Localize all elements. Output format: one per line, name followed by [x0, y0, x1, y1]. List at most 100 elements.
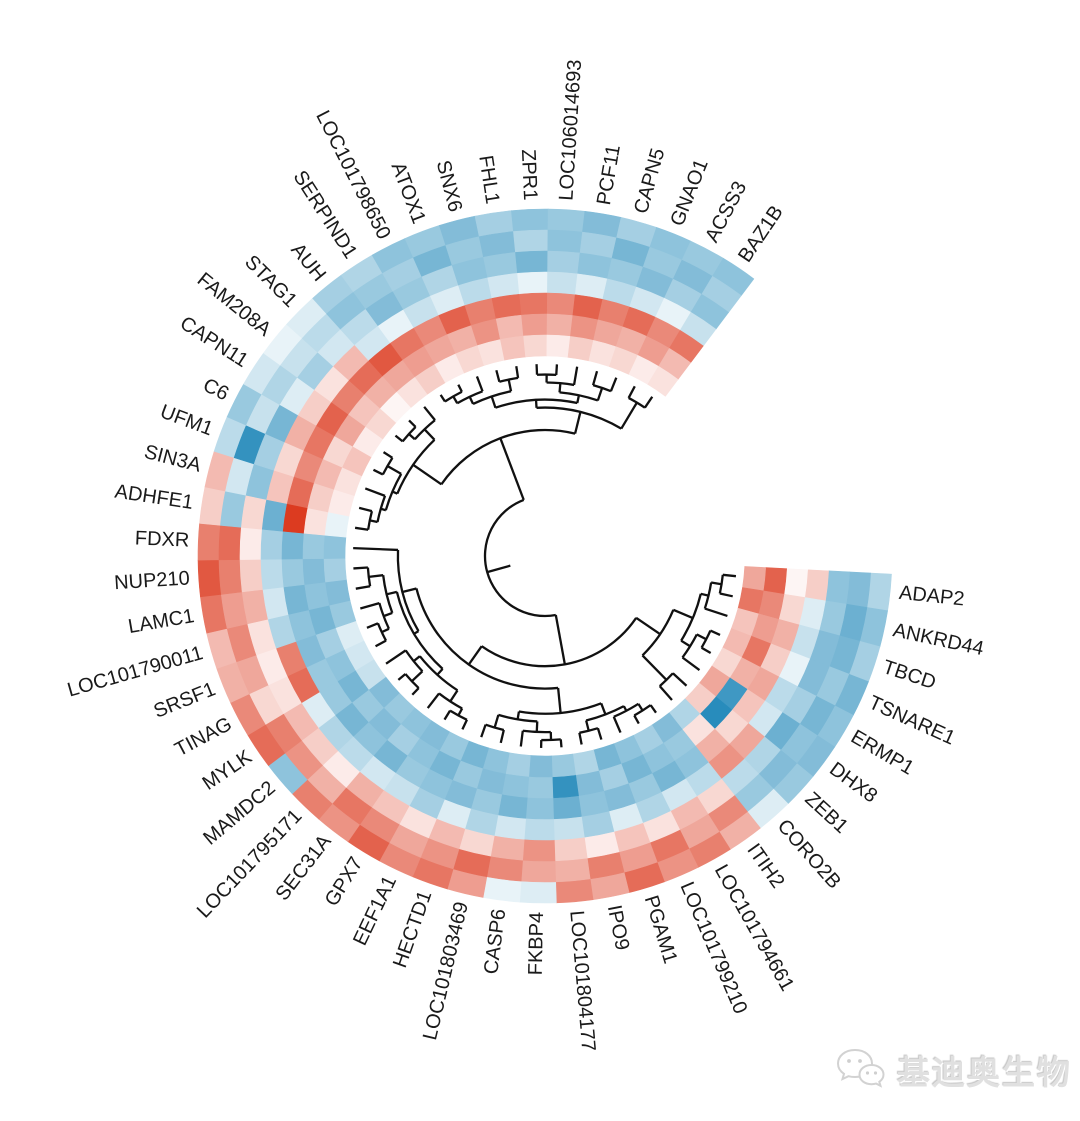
dendrogram-branch	[634, 715, 639, 723]
heatmap-cell	[515, 251, 547, 273]
heatmap-cell	[529, 755, 552, 777]
gene-label: LAMC1	[126, 605, 195, 638]
heatmap-cell	[555, 858, 590, 882]
heatmap-cell	[517, 272, 547, 294]
dendrogram-branch	[561, 739, 562, 747]
heatmap-cell	[573, 750, 599, 775]
gene-label: ACSS3	[701, 178, 751, 246]
dendrogram-branch	[458, 385, 462, 392]
heatmap-cell	[198, 523, 220, 560]
heatmap-cell	[547, 335, 571, 357]
heatmap-cell	[556, 879, 593, 903]
heatmap-cell	[805, 570, 829, 601]
dendrogram-branch	[673, 673, 687, 685]
gene-label: TBCD	[880, 656, 939, 694]
heatmap-cell	[521, 860, 556, 882]
dendrogram-branch	[387, 592, 397, 594]
dendrogram-branch	[720, 594, 733, 597]
dendrogram-branch	[356, 586, 370, 588]
heatmap-cell	[547, 314, 573, 336]
gene-label: FKBP4	[525, 912, 548, 976]
heatmap-cell	[526, 797, 554, 819]
dendrogram-branch	[425, 429, 435, 440]
gene-label: ZPR1	[517, 149, 541, 201]
gene-label: CASP6	[480, 908, 510, 976]
heatmap-cell	[240, 559, 263, 592]
dendrogram-branch	[355, 528, 368, 530]
heatmap-cell	[500, 336, 525, 360]
dendrogram-branch	[441, 395, 445, 402]
brand-watermark-text: 基迪奥生物	[897, 1046, 1072, 1094]
heatmap-cell	[552, 775, 578, 798]
dendrogram-branch	[575, 412, 580, 434]
heatmap-cell	[742, 566, 765, 590]
dendrogram-branch	[560, 383, 561, 392]
dendrogram-branch	[682, 657, 699, 670]
dendrogram-branch	[701, 594, 709, 596]
gene-label: DHX8	[825, 758, 881, 807]
heatmap-cell	[520, 881, 557, 903]
heatmap-cell	[491, 835, 525, 860]
gene-label: LOC101804177	[565, 910, 599, 1053]
dendrogram-branch	[387, 466, 401, 474]
dendrogram-branch	[516, 366, 518, 378]
gene-label: EEF1A1	[349, 872, 401, 949]
heatmap-cell	[219, 525, 241, 560]
gene-label: FHL1	[474, 154, 503, 206]
heatmap-cell	[502, 773, 529, 797]
dendrogram-branch	[382, 629, 389, 632]
heatmap-cell	[324, 535, 346, 558]
heatmap-cell	[570, 316, 598, 341]
heatmap-cell	[282, 559, 305, 587]
heatmap-cell	[324, 558, 346, 582]
dendrogram-branch	[477, 376, 483, 391]
dendrogram-branch	[593, 371, 597, 385]
heatmap-cell	[498, 794, 527, 818]
dendrogram-branch	[360, 603, 379, 608]
gene-label: C6	[199, 374, 232, 405]
dendrogram-branch	[402, 588, 416, 592]
dendrogram-branch	[673, 610, 692, 618]
heatmap-cell	[511, 209, 548, 232]
dendrogram-branch	[414, 631, 419, 634]
heatmap-cell	[325, 512, 349, 537]
heatmap-cell	[524, 818, 554, 840]
gene-label: ADHFE1	[113, 481, 194, 514]
heatmap-cell	[303, 559, 326, 585]
heatmap-cell	[763, 568, 786, 595]
gene-label: SIN3A	[142, 441, 204, 477]
dendrogram-branch	[624, 706, 626, 711]
dendrogram-branch	[376, 641, 386, 647]
dendrogram-branch	[642, 655, 666, 680]
heatmap-cell	[492, 294, 522, 319]
gene-label: FDXR	[134, 527, 189, 551]
heatmap-cell	[261, 529, 283, 559]
dendrogram-branch	[521, 731, 523, 747]
gene-label: PGAM1	[640, 893, 682, 966]
gene-label: GNAO1	[666, 156, 712, 229]
gene-label: SRSF1	[151, 678, 219, 723]
gene-label: ADAP2	[898, 582, 966, 611]
dendrogram-branch	[481, 725, 485, 737]
heatmap-cell	[520, 293, 548, 315]
heatmap-cell	[548, 209, 585, 232]
dendrogram-branch	[509, 380, 511, 392]
dendrogram-branch	[496, 370, 499, 381]
dendrogram-branch	[370, 520, 378, 522]
heatmap-cell	[304, 508, 328, 535]
heatmap-cell	[219, 560, 242, 595]
wechat-bubbles-icon	[835, 1047, 887, 1093]
dendrogram-branch	[369, 575, 383, 577]
gene-label: BAZ1B	[734, 202, 788, 267]
dendrogram-branch	[445, 711, 451, 720]
dendrogram-branch	[495, 715, 499, 728]
gene-label: IPO9	[603, 903, 633, 952]
heatmap-cell	[547, 272, 577, 295]
dendrogram-branch	[353, 568, 367, 569]
dendrogram	[353, 364, 736, 748]
gene-label: HECTD1	[389, 888, 436, 971]
heatmap-cell	[554, 837, 587, 861]
dendrogram-branch	[611, 378, 616, 391]
